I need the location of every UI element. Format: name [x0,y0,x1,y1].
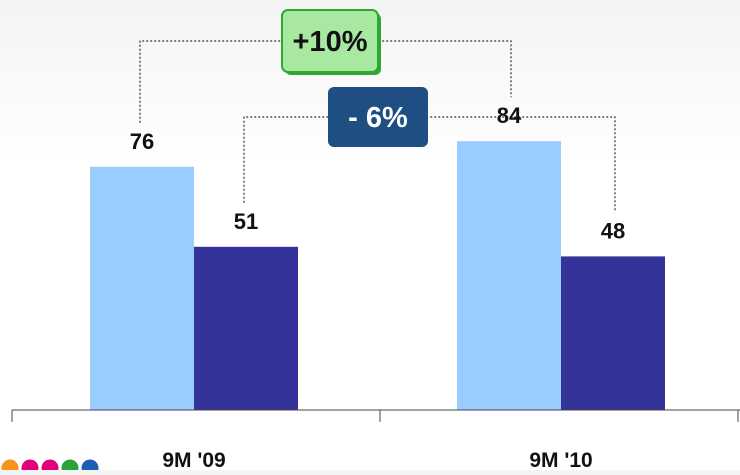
annotation-box-0 [281,9,379,73]
annotation-label-0: +10% [293,26,368,58]
logo-dot-2 [41,459,59,475]
value-label-0-1: 51 [234,209,258,234]
bracket-1 [243,116,616,213]
value-label-1-1: 48 [601,218,625,243]
bracket-0 [139,40,512,123]
bar-1-1 [561,256,665,410]
logo-dot-0 [1,459,19,475]
bar-0-1 [194,246,298,410]
logo-dot-4 [81,459,99,475]
logo-dot-1 [21,459,39,475]
annotation-box-1 [328,87,428,147]
value-label-0-0: 76 [130,129,154,154]
category-label-1: 9M '10 [529,449,592,470]
category-label-0: 9M '09 [162,449,225,470]
annotation-label-1: - 6% [348,102,408,134]
bar-0-0 [90,166,194,410]
logo-icon [1,459,99,475]
bar-1-0 [457,141,561,410]
value-label-1-0: 84 [497,103,522,128]
logo-dot-3 [61,459,79,475]
